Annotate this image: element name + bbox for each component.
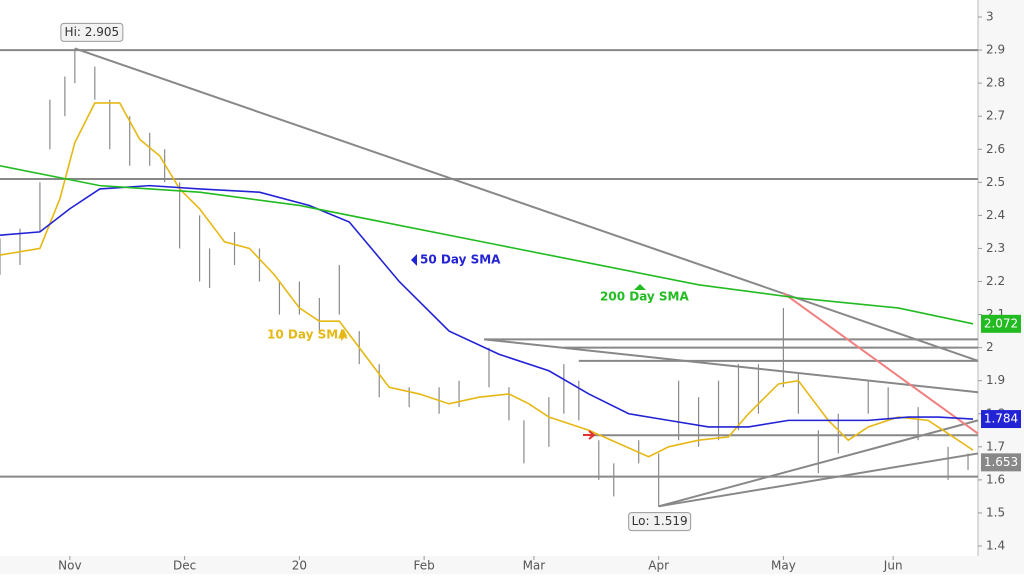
series-label-arrow — [341, 329, 347, 341]
y-tick-label: 2.7 — [986, 109, 1005, 123]
x-tick-label: Dec — [173, 559, 196, 573]
trendline — [483, 338, 979, 394]
annotation: Hi: 2.905 — [65, 25, 120, 39]
trendline — [74, 47, 979, 362]
last-value-tag — [981, 453, 1021, 472]
y-tick-label: 1.6 — [986, 472, 1005, 486]
y-tick-label: 2.2 — [986, 274, 1005, 288]
x-tick-label: May — [771, 559, 796, 573]
y-tick-label: 2 — [986, 340, 994, 354]
x-tick-label: Apr — [648, 559, 669, 573]
last-value-label: 2.072 — [984, 316, 1018, 330]
trendline — [658, 452, 979, 508]
series-label-arrow — [634, 284, 646, 290]
sma-line — [0, 164, 974, 325]
annotation-box — [628, 512, 692, 532]
sma-line — [0, 102, 974, 458]
annotation: Lo: 1.519 — [632, 514, 688, 528]
sma-line — [0, 184, 974, 428]
y-tick-label: 1.9 — [986, 373, 1005, 387]
series-label: 200 Day SMA — [600, 290, 690, 304]
trendline — [782, 292, 979, 435]
y-tick-label: 2.4 — [986, 208, 1005, 222]
y-tick-label: 3 — [986, 10, 994, 24]
y-tick-label: 2.8 — [986, 76, 1005, 90]
last-value-label: 1.784 — [984, 412, 1018, 426]
x-tick-label: Nov — [58, 559, 81, 573]
y-tick-label: 1.7 — [986, 439, 1005, 453]
x-tick-label: Mar — [523, 559, 546, 573]
y-tick-label: 2.3 — [986, 241, 1005, 255]
y-axis-panel — [978, 0, 1024, 574]
series-label: 10 Day SMA — [267, 328, 348, 342]
series-label-arrow — [411, 254, 417, 266]
y-tick-label: 2.5 — [986, 175, 1005, 189]
marker-arrow — [583, 430, 596, 440]
x-axis-panel — [0, 556, 978, 574]
last-value-tag — [981, 314, 1021, 333]
x-tick-label: Feb — [414, 559, 435, 573]
x-tick-label: Jun — [883, 559, 903, 573]
y-tick-label: 2.9 — [986, 43, 1005, 57]
x-tick-label: 20 — [292, 559, 307, 573]
last-value-tag — [981, 410, 1021, 429]
last-value-label: 1.653 — [984, 455, 1018, 469]
y-tick-label: 1.5 — [986, 505, 1005, 519]
series-label: 50 Day SMA — [420, 253, 501, 267]
y-tick-label: 1.4 — [986, 539, 1005, 553]
annotation-box — [60, 22, 124, 42]
y-tick-label: 2.6 — [986, 142, 1005, 156]
